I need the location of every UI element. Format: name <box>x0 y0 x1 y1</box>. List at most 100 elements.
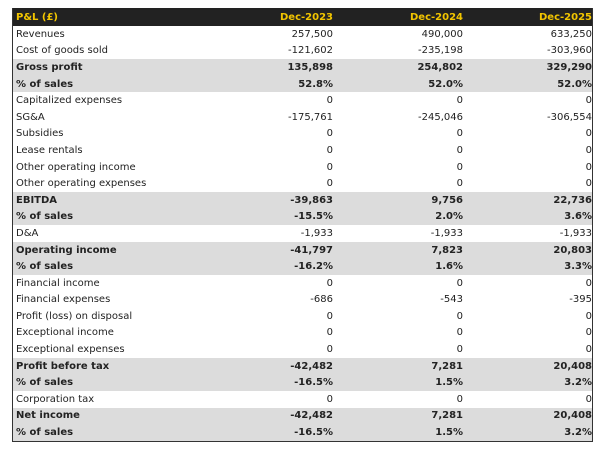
row-value: 0 <box>585 128 592 140</box>
row-label: Subsidies <box>16 128 64 140</box>
table-row: EBITDA -39,863 9,756 22,736 <box>13 191 592 209</box>
row-label: EBITDA <box>16 194 58 206</box>
row-label: % of sales <box>16 377 74 389</box>
row-value: 1.6% <box>435 261 463 273</box>
row-value: 0 <box>456 128 463 140</box>
row-value: 52.0% <box>557 78 592 90</box>
row-value: 257,500 <box>291 28 333 40</box>
row-label: Other operating income <box>16 161 136 173</box>
row-label: SG&A <box>16 111 45 123</box>
row-value: 0 <box>456 310 463 322</box>
header-label: P&L (£) <box>16 11 59 23</box>
header-period: Dec-2023 <box>280 11 333 23</box>
row-label: Financial expenses <box>16 294 111 306</box>
header-period: Dec-2024 <box>410 11 463 23</box>
row-value: 7,281 <box>431 360 463 372</box>
row-value: 20,408 <box>553 410 592 422</box>
row-value: 135,898 <box>287 61 333 73</box>
row-value: 0 <box>326 161 333 173</box>
table-row: Subsidies 0 0 0 <box>13 126 592 143</box>
row-value: 0 <box>585 393 592 405</box>
row-value: -1,933 <box>430 227 463 239</box>
row-value: -543 <box>440 294 463 306</box>
table-row: Gross profit 135,898 254,802 329,290 <box>13 59 592 76</box>
row-value: 0 <box>326 393 333 405</box>
table-row: D&A -1,933 -1,933 -1,933 <box>13 225 592 242</box>
row-value: 0 <box>456 344 463 356</box>
row-value: -245,046 <box>418 111 463 123</box>
row-value: 7,823 <box>431 244 463 256</box>
row-value: -306,554 <box>547 111 592 123</box>
row-value: 1.5% <box>435 377 463 389</box>
row-value: 0 <box>456 178 463 190</box>
row-value: -121,602 <box>288 45 333 57</box>
row-value: 22,736 <box>553 194 592 206</box>
row-value: -175,761 <box>288 111 333 123</box>
row-label: % of sales <box>16 211 74 223</box>
row-value: 0 <box>326 310 333 322</box>
table-row: Financial income 0 0 0 <box>13 275 592 292</box>
row-value: -1,933 <box>300 227 333 239</box>
row-value: -395 <box>569 294 592 306</box>
row-value: -41,797 <box>290 244 333 256</box>
row-value: 0 <box>585 178 592 190</box>
row-value: 0 <box>456 95 463 107</box>
row-value: -1,933 <box>559 227 592 239</box>
row-value: 0 <box>585 344 592 356</box>
table-row: Operating income -41,797 7,823 20,803 <box>13 241 592 259</box>
row-value: 0 <box>326 327 333 339</box>
row-value: -15.5% <box>294 211 333 223</box>
row-value: -16.5% <box>294 427 333 439</box>
pl-table: P&L (£) Dec-2023 Dec-2024 Dec-2025 Reven… <box>12 8 593 442</box>
row-value: -686 <box>310 294 333 306</box>
table-row: Net income -42,482 7,281 20,408 <box>13 407 592 425</box>
table-row: Lease rentals 0 0 0 <box>13 142 592 159</box>
row-label: Capitalized expenses <box>16 95 123 107</box>
row-value: 20,803 <box>553 244 592 256</box>
row-value: 3.6% <box>564 211 592 223</box>
row-label: Exceptional income <box>16 327 114 339</box>
row-label: Revenues <box>16 28 65 40</box>
row-label: % of sales <box>16 261 74 273</box>
row-value: 329,290 <box>546 61 592 73</box>
row-label: % of sales <box>16 427 74 439</box>
row-label: Other operating expenses <box>16 178 147 190</box>
table-row: Financial expenses -686 -543 -395 <box>13 292 592 309</box>
row-label: Cost of goods sold <box>16 45 109 57</box>
row-value: 9,756 <box>431 194 463 206</box>
row-label: Exceptional expenses <box>16 344 125 356</box>
row-label: Profit (loss) on disposal <box>16 310 133 322</box>
row-value: -42,482 <box>290 410 333 422</box>
table-row: SG&A -175,761 -245,046 -306,554 <box>13 109 592 126</box>
row-label: Financial income <box>16 277 100 289</box>
row-label: D&A <box>16 227 39 239</box>
row-value: 0 <box>585 310 592 322</box>
row-value: 20,408 <box>553 360 592 372</box>
table-row: % of sales -16.5% 1.5% 3.2% <box>13 424 592 441</box>
table-row: Other operating expenses 0 0 0 <box>13 175 592 192</box>
row-value: 0 <box>585 144 592 156</box>
row-label: Gross profit <box>16 61 83 73</box>
row-value: 254,802 <box>417 61 463 73</box>
table-row: Profit (loss) on disposal 0 0 0 <box>13 308 592 325</box>
table-header: P&L (£) Dec-2023 Dec-2024 Dec-2025 <box>13 8 592 26</box>
row-value: 0 <box>326 95 333 107</box>
row-label: Lease rentals <box>16 144 83 156</box>
row-value: 0 <box>456 393 463 405</box>
row-value: 2.0% <box>435 211 463 223</box>
row-value: 0 <box>326 144 333 156</box>
row-value: 0 <box>585 95 592 107</box>
row-value: 0 <box>585 161 592 173</box>
row-value: 1.5% <box>435 427 463 439</box>
row-label: Profit before tax <box>16 360 110 372</box>
table-row: Exceptional expenses 0 0 0 <box>13 341 592 358</box>
table-row: Revenues 257,500 490,000 633,250 <box>13 26 592 43</box>
table-row: Capitalized expenses 0 0 0 <box>13 92 592 109</box>
row-label: % of sales <box>16 78 74 90</box>
table-row: Exceptional income 0 0 0 <box>13 325 592 342</box>
row-value: -39,863 <box>290 194 333 206</box>
table-row: Other operating income 0 0 0 <box>13 159 592 176</box>
row-value: -16.5% <box>294 377 333 389</box>
row-value: 0 <box>456 161 463 173</box>
table-row: % of sales 52.8% 52.0% 52.0% <box>13 75 592 93</box>
